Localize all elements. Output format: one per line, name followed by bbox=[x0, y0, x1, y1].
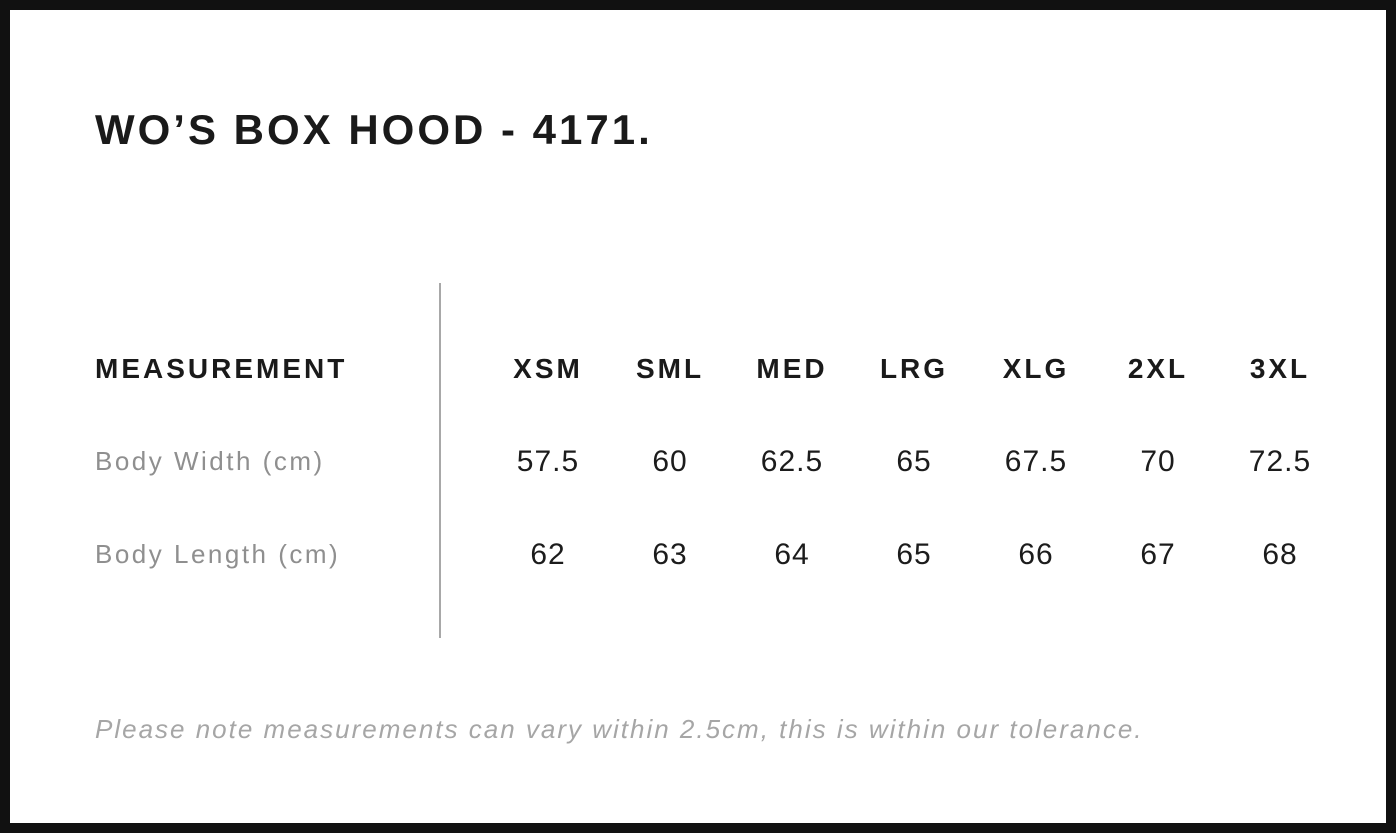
cell-body-width-3xl: 72.5 bbox=[1248, 444, 1312, 478]
column-divider bbox=[439, 283, 441, 638]
cell-body-length-xlg: 66 bbox=[1018, 537, 1054, 571]
table-row-body-length: Body Length (cm) 62 63 64 65 66 67 68 bbox=[95, 508, 1341, 601]
column-header-2xl: 2XL bbox=[1127, 352, 1189, 384]
column-header-measurement: MEASUREMENT bbox=[95, 352, 348, 384]
cell-body-width-xlg: 67.5 bbox=[1004, 444, 1068, 478]
row-label-body-length: Body Length (cm) bbox=[95, 539, 341, 569]
row-label-body-width: Body Width (cm) bbox=[95, 446, 325, 476]
cell-body-width-med: 62.5 bbox=[760, 444, 824, 478]
page-title: WO’S BOX HOOD - 4171. bbox=[95, 106, 653, 153]
cell-body-width-xsm: 57.5 bbox=[516, 444, 580, 478]
cell-body-length-lrg: 65 bbox=[896, 537, 932, 571]
cell-body-width-lrg: 65 bbox=[896, 444, 932, 478]
tolerance-note: Please note measurements can vary within… bbox=[95, 714, 1144, 744]
column-header-med: MED bbox=[756, 352, 828, 384]
column-header-3xl: 3XL bbox=[1249, 352, 1311, 384]
cell-body-length-3xl: 68 bbox=[1262, 537, 1298, 571]
cell-body-length-2xl: 67 bbox=[1140, 537, 1176, 571]
cell-body-length-xsm: 62 bbox=[530, 537, 566, 571]
column-header-lrg: LRG bbox=[879, 352, 949, 384]
cell-body-length-sml: 63 bbox=[652, 537, 688, 571]
table-row-body-width: Body Width (cm) 57.5 60 62.5 65 67.5 70 … bbox=[95, 415, 1341, 508]
table-header-row: MEASUREMENT XSM SML MED LRG XLG 2XL 3XL bbox=[95, 322, 1341, 415]
cell-body-width-sml: 60 bbox=[652, 444, 688, 478]
cell-body-length-med: 64 bbox=[774, 537, 810, 571]
size-table: MEASUREMENT XSM SML MED LRG XLG 2XL 3XL … bbox=[95, 322, 1341, 601]
column-header-sml: SML bbox=[635, 352, 705, 384]
cell-body-width-2xl: 70 bbox=[1140, 444, 1176, 478]
column-header-xlg: XLG bbox=[1002, 352, 1070, 384]
column-header-xsm: XSM bbox=[513, 352, 583, 384]
